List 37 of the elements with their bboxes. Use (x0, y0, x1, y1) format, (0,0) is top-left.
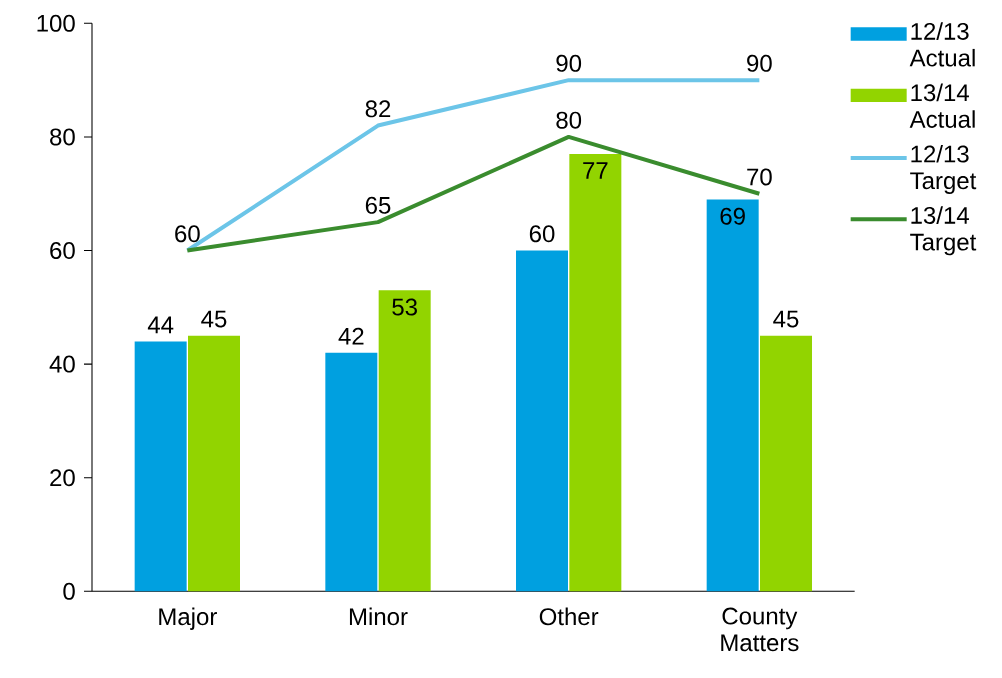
legend-label: 12/13 Target (910, 144, 977, 194)
bar (188, 335, 240, 592)
x-tick-label: Minor (349, 607, 408, 626)
data-label: 42 (338, 327, 364, 345)
data-label: 77 (583, 162, 608, 179)
bar (516, 250, 568, 592)
legend-label: 13/14 Actual (909, 83, 975, 128)
y-tick-label: 20 (50, 469, 75, 487)
data-label: 82 (365, 100, 391, 118)
y-tick-label: 60 (50, 242, 75, 260)
bar (378, 290, 431, 592)
legend-label: 13/14 Target (910, 206, 977, 256)
data-label: 65 (365, 196, 391, 214)
x-tick-label: County Matters (721, 607, 799, 652)
data-label: 70 (747, 168, 772, 186)
data-label: 60 (529, 225, 555, 243)
data-label: 53 (392, 298, 417, 316)
y-tick-label: 40 (49, 355, 75, 373)
bar (760, 335, 813, 592)
data-label: 69 (720, 207, 745, 225)
y-tick-label: 0 (63, 582, 75, 600)
data-label: 90 (747, 54, 772, 72)
x-tick-label: Major (159, 607, 217, 630)
bar (706, 199, 759, 592)
data-label: 90 (556, 54, 582, 72)
data-label: 60 (175, 225, 200, 243)
data-label: 44 (147, 316, 174, 334)
bar (569, 153, 622, 592)
bar (134, 341, 187, 592)
x-tick-label: Other (539, 607, 599, 626)
data-label: 45 (201, 310, 227, 328)
data-label: 45 (773, 310, 799, 328)
y-tick-label: 80 (50, 128, 75, 146)
legend-label: 12/13 Actual (909, 22, 975, 67)
data-label: 80 (556, 111, 582, 129)
y-tick-label: 100 (37, 14, 75, 32)
bar (325, 352, 378, 592)
